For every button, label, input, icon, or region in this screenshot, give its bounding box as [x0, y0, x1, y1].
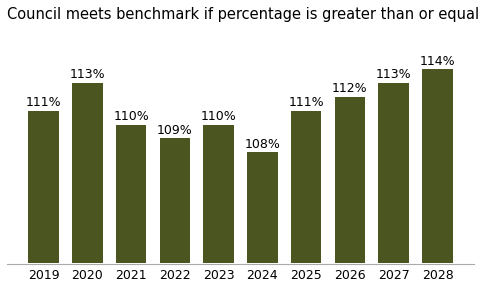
- Text: 112%: 112%: [332, 82, 367, 95]
- Bar: [203, 125, 233, 264]
- Text: 113%: 113%: [69, 68, 105, 81]
- Text: 109%: 109%: [156, 124, 192, 137]
- Text: 114%: 114%: [419, 55, 455, 68]
- Text: 113%: 113%: [375, 68, 411, 81]
- Bar: [28, 111, 59, 264]
- Bar: [159, 138, 190, 264]
- Text: Council meets benchmark if percentage is greater than or equal to 100%: Council meets benchmark if percentage is…: [7, 7, 480, 22]
- Bar: [290, 111, 321, 264]
- Text: 108%: 108%: [244, 138, 280, 151]
- Bar: [421, 69, 452, 264]
- Text: 111%: 111%: [288, 96, 324, 109]
- Bar: [334, 97, 364, 264]
- Bar: [72, 83, 102, 264]
- Text: 111%: 111%: [25, 96, 61, 109]
- Bar: [378, 83, 408, 264]
- Text: 110%: 110%: [113, 110, 149, 123]
- Bar: [247, 152, 277, 264]
- Text: 110%: 110%: [200, 110, 236, 123]
- Bar: [116, 125, 146, 264]
